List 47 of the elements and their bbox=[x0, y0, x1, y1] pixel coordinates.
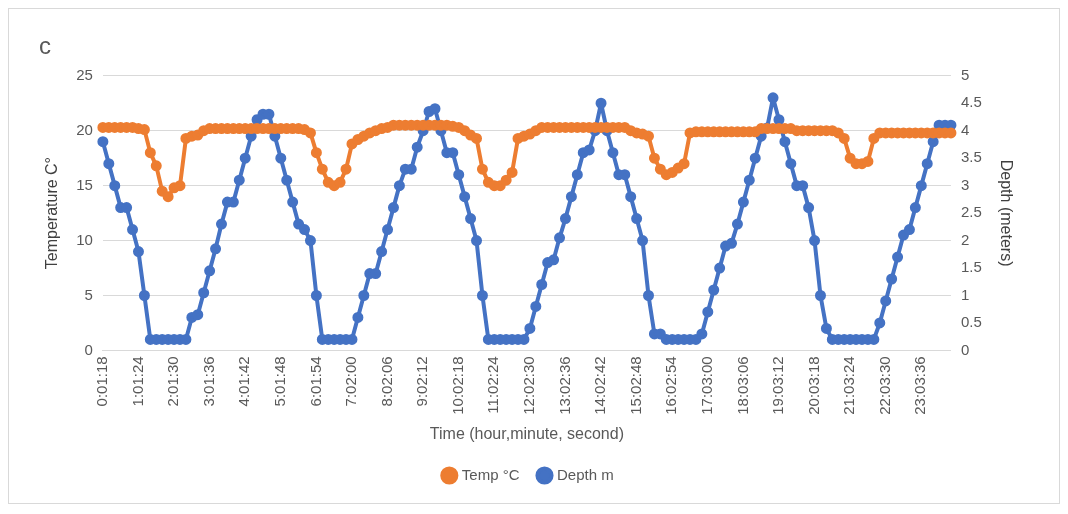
x-tick-label: 6:01:54 bbox=[306, 356, 324, 407]
y2-tick-label: 3 bbox=[960, 175, 970, 193]
y2-tick-label: 2 bbox=[960, 230, 970, 248]
x-tick-label: 21:03:24 bbox=[840, 356, 858, 415]
x-tick-label: 1:01:24 bbox=[128, 356, 146, 407]
x-tick-label: 17:03:00 bbox=[697, 356, 715, 415]
y2-tick-label: 2.5 bbox=[960, 203, 982, 221]
x-tick-label: 0:01:18 bbox=[93, 356, 111, 407]
chart-title: c bbox=[39, 32, 51, 60]
x-tick-label: 4:01:42 bbox=[235, 356, 253, 407]
x-tick-label: 12:02:30 bbox=[520, 356, 538, 415]
x-tick-label: 11:02:24 bbox=[484, 356, 502, 414]
x-tick-label: 15:02:48 bbox=[626, 356, 644, 415]
x-tick-label: 22:03:30 bbox=[875, 356, 893, 415]
y2-tick-label: 1.5 bbox=[960, 258, 982, 276]
y2-tick-label: 0.5 bbox=[960, 313, 982, 331]
y2-tick-label: 3.5 bbox=[960, 148, 982, 166]
y-tick-label: 10 bbox=[76, 230, 93, 248]
y-tick-label: 15 bbox=[76, 175, 93, 193]
x-tick-label: 9:02:12 bbox=[413, 356, 431, 407]
y-axis-title: Temperature C° bbox=[43, 157, 61, 270]
x-tick-label: 3:01:36 bbox=[199, 356, 217, 407]
x-tick-label: 2:01:30 bbox=[164, 356, 182, 407]
x-tick-label: 20:03:18 bbox=[804, 356, 822, 415]
y2-tick-label: 1 bbox=[960, 285, 970, 303]
x-tick-label: 10:02:18 bbox=[448, 356, 466, 415]
y2-axis-title: Depth (meters) bbox=[997, 159, 1015, 267]
legend-label: Temp °C bbox=[461, 465, 520, 483]
x-tick-label: 14:02:42 bbox=[591, 356, 609, 415]
x-tick-label: 13:02:36 bbox=[555, 356, 573, 415]
y2-tick-label: 5 bbox=[960, 65, 970, 83]
y-tick-label: 20 bbox=[76, 120, 93, 138]
x-tick-label: 19:03:12 bbox=[769, 356, 787, 415]
y-tick-label: 5 bbox=[84, 285, 93, 303]
x-tick-label: 8:02:06 bbox=[377, 356, 395, 407]
x-tick-label: 16:02:54 bbox=[662, 356, 680, 415]
y-tick-label: 0 bbox=[84, 340, 93, 358]
x-tick-label: 23:03:36 bbox=[911, 356, 929, 415]
x-tick-label: 5:01:48 bbox=[270, 356, 288, 407]
legend-label: Depth m bbox=[556, 465, 614, 483]
x-axis-title: Time (hour,minute, second) bbox=[429, 424, 624, 442]
y2-tick-label: 4 bbox=[960, 120, 970, 138]
y2-tick-label: 0 bbox=[960, 340, 970, 358]
x-tick-label: 7:02:00 bbox=[342, 356, 360, 407]
y-tick-label: 25 bbox=[76, 65, 93, 83]
y2-tick-label: 4.5 bbox=[960, 93, 982, 111]
x-tick-label: 18:03:06 bbox=[733, 356, 751, 415]
